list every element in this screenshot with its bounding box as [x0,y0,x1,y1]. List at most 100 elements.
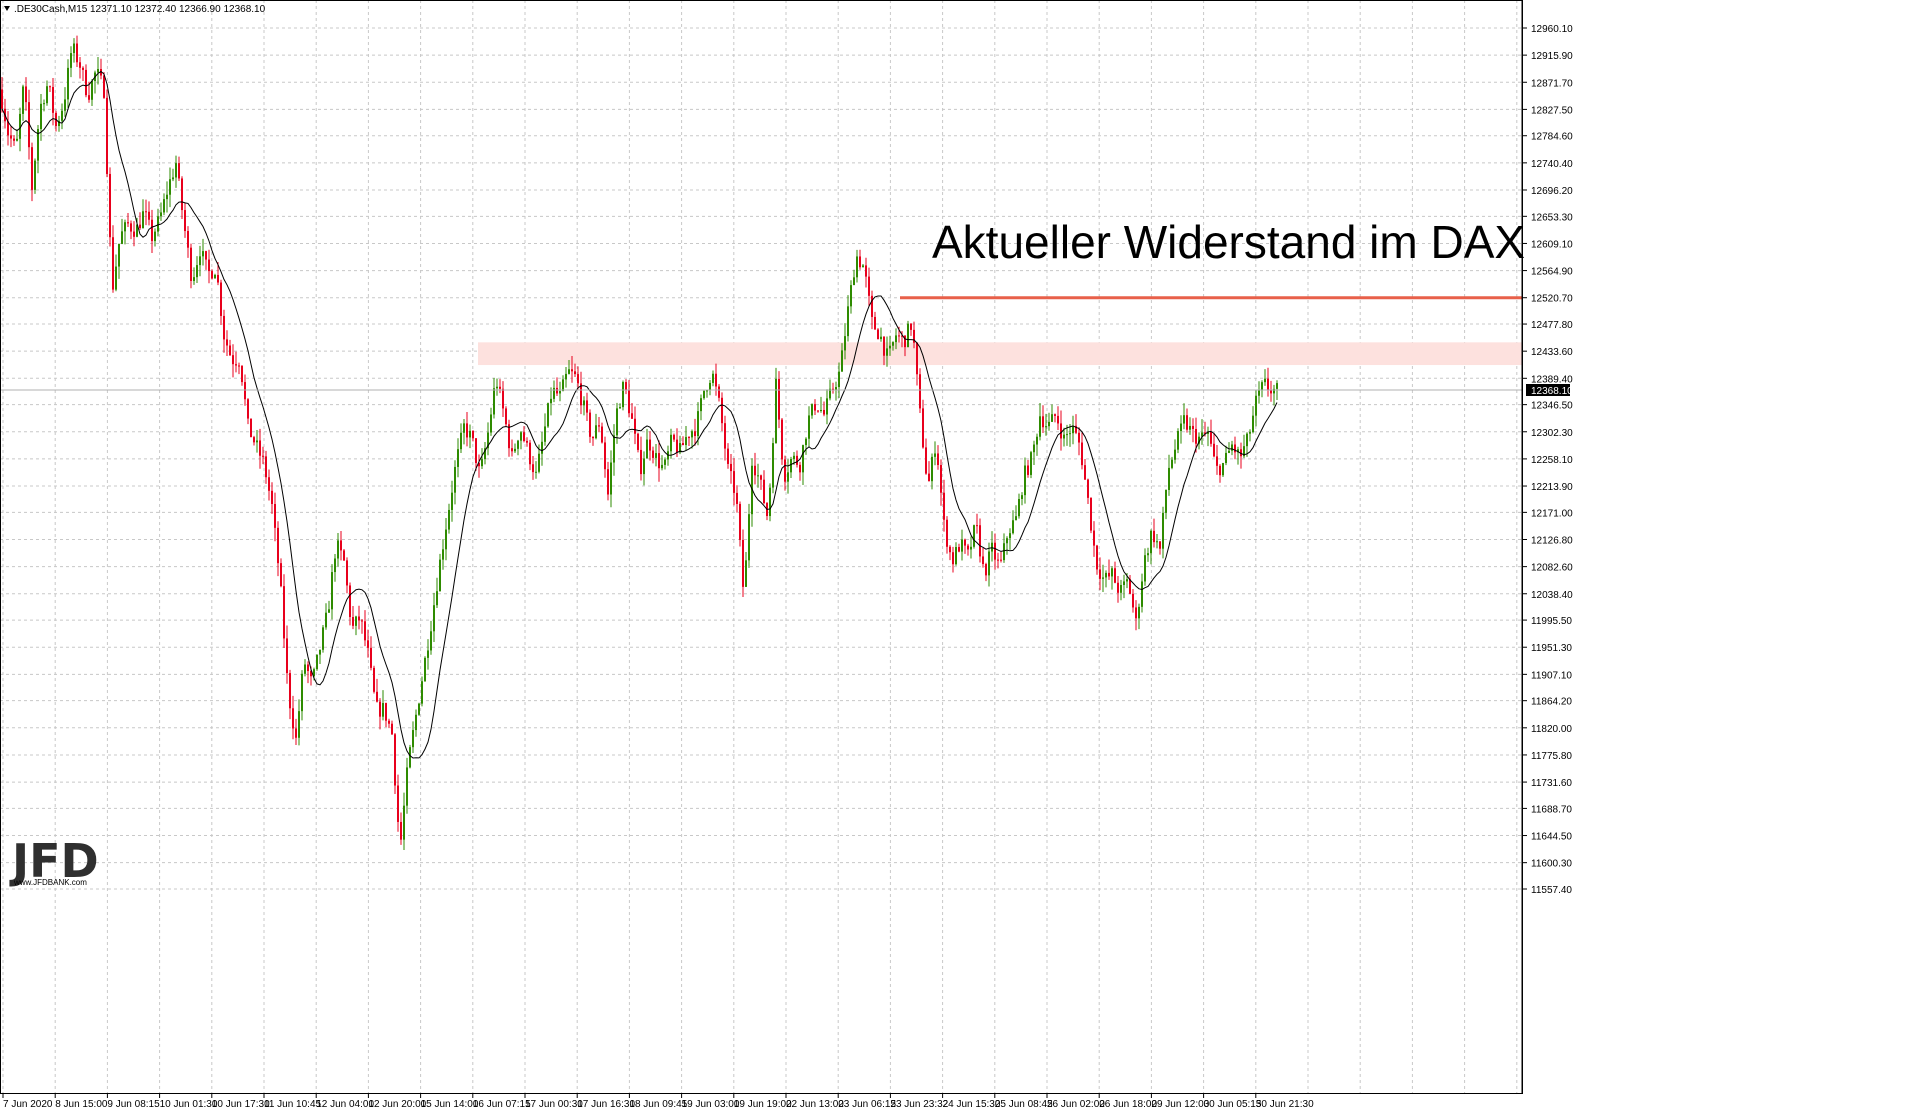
candle-body [187,231,189,248]
x-tick-label: 23 Jun 06:15 [838,1099,896,1110]
candle-body [919,374,921,409]
candle-body [79,62,81,68]
candle-body [31,147,33,190]
candle-body [127,222,129,224]
candle-body [643,458,645,475]
candle-body [295,728,297,738]
candle-body [613,435,615,463]
candle-body [292,708,294,729]
candle-body [145,211,147,213]
candle-body [823,409,825,415]
candle-body [670,434,672,452]
candle-body [619,407,621,409]
candle-body [40,103,42,130]
candle-body [1183,415,1185,424]
candle-body [883,336,885,356]
y-tick-label: 11644.50 [1531,832,1572,843]
candle-body [181,178,183,211]
candle-body [46,86,48,104]
candle-body [880,336,882,340]
candle-body [1219,465,1221,476]
candle-body [277,527,279,564]
candle-body [274,504,276,528]
candle-body [1243,446,1245,457]
candle-body [304,664,306,674]
candle-body [676,439,678,453]
candle-body [811,404,813,416]
candle-body [772,443,774,488]
candle-body [721,397,723,424]
candle-body [682,443,684,446]
x-tick-label: 10 Jun 01:30 [160,1099,218,1110]
x-tick-label: 24 Jun 15:30 [943,1099,1001,1110]
candle-body [370,647,372,668]
candle-body [1204,432,1206,434]
y-tick-label: 12784.60 [1531,132,1573,143]
candle-body [421,681,423,704]
candle-body [442,549,444,560]
candle-body [661,464,663,469]
x-tick-label: 25 Jun 08:45 [995,1099,1053,1110]
candle-body [154,231,156,242]
candle-body [538,453,540,472]
candle-body [895,335,897,343]
candle-body [865,265,867,277]
candle-body [1078,432,1080,443]
candle-body [337,540,339,559]
candle-body [1249,432,1251,434]
candle-body [481,459,483,467]
candle-body [412,730,414,748]
candle-body [349,585,351,618]
candle-body [1159,541,1161,549]
candle-body [1162,512,1164,549]
candle-body [826,398,828,415]
candle-body [565,373,567,380]
candle-body [808,415,810,439]
candle-body [556,387,558,394]
candle-body [1102,577,1104,579]
candle-body [1177,431,1179,450]
candle-body [778,378,780,420]
candle-body [862,265,864,268]
candle-body [688,437,690,439]
candle-body [91,81,93,100]
y-tick-label: 12871.70 [1531,78,1573,89]
candle-body [724,423,726,449]
candle-body [406,767,408,806]
candle-body [73,43,75,54]
candle-body [238,365,240,367]
candle-body [1120,584,1122,593]
candle-body [1057,415,1059,424]
x-tick-label: 23 Jun 23:32 [890,1099,948,1110]
candle-body [574,371,576,375]
y-axis: 12960.10 12915.90 12871.70 12827.50 12784.60… [1521,0,1573,1093]
candle-body [1075,425,1077,433]
candle-body [496,386,498,389]
moving-average-line [1,70,1278,759]
candle-body [130,223,132,232]
candle-body [994,542,996,560]
candle-body [730,463,732,472]
y-tick-label: 11731.60 [1531,778,1572,789]
candle-body [763,479,765,504]
candle-body [796,455,798,465]
candle-body [637,433,639,450]
dropdown-triangle-icon[interactable] [4,6,10,11]
candle-body [916,342,918,375]
candle-body [355,616,357,626]
candle-body [301,673,303,712]
y-tick-label: 11820.00 [1531,724,1572,735]
y-tick-label: 12960.10 [1531,24,1573,35]
candle-body [1222,463,1224,476]
candle-body [1087,479,1089,498]
candle-body [451,492,453,510]
candle-body [1126,579,1128,582]
candle-body [229,345,231,356]
candle-body [1018,499,1020,517]
candle-body [1210,431,1212,444]
candle-body [172,177,174,180]
candle-body [583,400,585,406]
candle-body [88,95,90,100]
candle-body [178,163,180,179]
candle-body [1273,388,1275,394]
